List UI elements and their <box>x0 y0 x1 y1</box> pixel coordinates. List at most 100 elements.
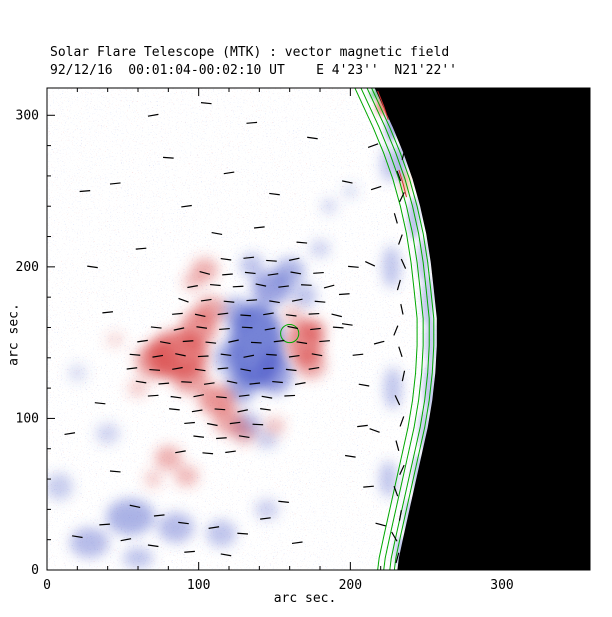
field-vector <box>194 313 206 318</box>
field-vector <box>290 271 302 275</box>
positive-blob <box>301 318 327 343</box>
negative-blob <box>95 422 120 445</box>
field-vector <box>396 170 402 182</box>
field-vector <box>200 298 212 302</box>
field-vector <box>135 380 147 384</box>
positive-blob <box>127 379 149 398</box>
field-vector <box>147 113 159 117</box>
negative-blob <box>321 198 337 214</box>
field-vector <box>254 226 265 229</box>
field-vector <box>398 510 402 521</box>
field-vector <box>267 273 279 276</box>
negative-blob <box>342 183 358 199</box>
field-vector <box>193 394 205 398</box>
field-vector <box>223 300 235 303</box>
field-vector <box>210 283 221 287</box>
field-vector <box>375 522 386 527</box>
field-vector <box>272 380 283 384</box>
field-vector <box>341 323 353 326</box>
negative-blob <box>256 430 278 449</box>
field-vector <box>319 340 330 343</box>
field-vector <box>243 354 255 358</box>
field-vector <box>205 341 217 344</box>
negative-blob <box>69 527 110 558</box>
field-vector <box>278 285 289 288</box>
field-vector <box>278 500 289 503</box>
contour-green-loop <box>280 323 300 344</box>
field-vector <box>178 521 189 525</box>
field-vector <box>202 452 214 455</box>
negative-blob <box>379 460 398 498</box>
field-vector <box>249 382 261 385</box>
x-tick-label: 300 <box>490 578 513 593</box>
field-vector <box>99 523 110 526</box>
field-vector <box>307 136 318 140</box>
field-vector <box>244 271 256 275</box>
field-vector <box>194 368 206 372</box>
field-vector <box>395 440 400 451</box>
field-vector <box>367 143 379 148</box>
field-vector <box>94 402 106 405</box>
field-vector <box>246 121 258 124</box>
field-vector <box>109 470 121 473</box>
field-vector <box>396 279 401 291</box>
field-vector <box>181 204 192 208</box>
field-vector <box>169 408 180 411</box>
field-vector <box>399 192 405 203</box>
negative-blob <box>274 257 305 286</box>
field-vector <box>181 381 192 383</box>
field-vector <box>149 368 161 371</box>
x-tick-label: 0 <box>43 578 51 593</box>
negative-blob <box>206 519 237 548</box>
field-vector <box>401 149 406 160</box>
field-vector <box>269 192 280 196</box>
field-vector <box>208 526 220 529</box>
field-vector <box>246 299 258 302</box>
field-vector <box>232 285 244 288</box>
field-vector <box>129 353 141 356</box>
y-tick-label: 100 <box>16 411 39 426</box>
negative-blob <box>254 498 280 520</box>
field-vector <box>219 327 230 331</box>
field-vector <box>284 394 296 397</box>
plot-title: Solar Flare Telescope (MTK) : vector mag… <box>50 45 450 60</box>
field-vector <box>288 257 300 261</box>
field-vector <box>393 485 399 497</box>
field-vector <box>313 271 324 274</box>
field-vector <box>229 421 241 425</box>
field-vector <box>394 395 401 406</box>
off-limb-region <box>374 88 590 570</box>
field-vector <box>175 353 186 357</box>
field-vector <box>222 273 233 276</box>
field-vector <box>348 265 359 268</box>
field-vector <box>211 231 223 236</box>
field-vector <box>163 156 174 159</box>
field-vector <box>126 367 138 370</box>
field-vector <box>175 450 186 454</box>
field-vector <box>291 541 303 545</box>
field-vector <box>369 428 380 433</box>
field-vector <box>266 259 277 262</box>
field-vector <box>226 380 238 384</box>
y-tick-label: 300 <box>16 108 39 123</box>
field-vector <box>182 340 194 343</box>
field-vector <box>269 300 280 304</box>
field-vector <box>238 435 250 439</box>
negative-blob <box>213 342 239 373</box>
limb-contour-red <box>398 169 407 198</box>
field-vector <box>395 107 400 118</box>
field-vector <box>147 394 159 397</box>
field-vector <box>391 531 398 542</box>
field-vector <box>296 341 308 345</box>
field-vector <box>393 213 398 224</box>
field-vector <box>294 382 306 386</box>
field-vector <box>291 298 303 302</box>
field-vector <box>308 366 320 370</box>
limb-contour-green <box>360 88 424 570</box>
positive-blob <box>134 342 178 380</box>
field-vector <box>252 423 264 426</box>
field-vector <box>223 171 235 175</box>
field-vector <box>217 312 229 316</box>
field-vector <box>400 303 404 315</box>
